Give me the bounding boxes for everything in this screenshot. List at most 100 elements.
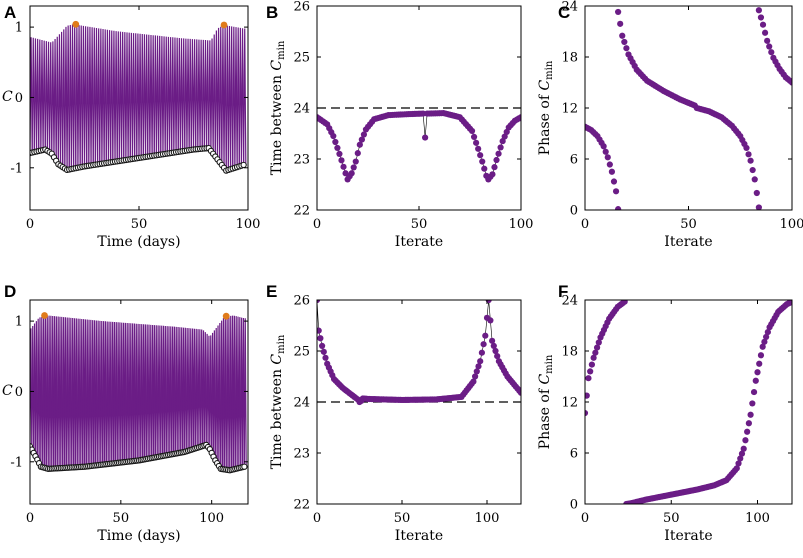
y-axis-label-subscript: min (544, 354, 555, 374)
x-tick-label: 100 (745, 511, 770, 526)
data-point (495, 150, 502, 157)
oscillation-cycle (205, 40, 210, 149)
oscillation-cycle (229, 26, 234, 170)
oscillation-cycle (51, 315, 55, 469)
oscillation-cycle (208, 40, 212, 151)
x-tick-label: 100 (199, 511, 224, 526)
oscillation-cycle (134, 33, 138, 159)
y-tick-label: 23 (293, 153, 310, 168)
x-tick-label: 50 (411, 217, 428, 232)
x-tick-label: 50 (394, 511, 411, 526)
plot-area (585, 7, 792, 210)
data-point (340, 163, 347, 170)
oscillation-cycle (62, 29, 66, 169)
oscillation-cycle (229, 315, 233, 471)
oscillation-cycle (151, 324, 155, 459)
data-point (517, 114, 521, 121)
oscillation-cycle (154, 325, 158, 458)
oscillation-cycle (62, 317, 66, 468)
oscillation-cycle (59, 31, 64, 168)
data-point (743, 144, 750, 152)
minimum-marker (241, 463, 248, 470)
oscillation-cycle (136, 33, 140, 159)
data-point (317, 300, 321, 304)
oscillation-cycle (88, 26, 92, 166)
oscillation-cycle (163, 325, 167, 456)
oscillation-cycle (140, 34, 144, 158)
minima-series (30, 441, 248, 474)
y-tick-label: 12 (561, 396, 578, 411)
y-tick-label: 18 (561, 345, 578, 360)
oscillation-cycle (65, 317, 69, 468)
data-point (768, 49, 775, 56)
oscillation-cycle (85, 319, 89, 467)
oscillation-cycle (129, 32, 134, 160)
data-point (477, 152, 484, 159)
oscillation-cycle (219, 26, 223, 165)
oscillation-cycle (198, 329, 202, 448)
data-point (494, 353, 501, 360)
oscillation-cycle (147, 324, 151, 459)
oscillation-cycle (36, 318, 40, 464)
data-point (621, 300, 628, 305)
x-axis-label: Iterate (664, 234, 712, 250)
oscillation-cycle (176, 327, 180, 454)
oscillation-cycle (49, 42, 53, 154)
x-tick-label: 100 (780, 217, 803, 232)
x-tick-label: 100 (509, 217, 534, 232)
y-axis-label-text: Phase of (537, 93, 553, 155)
oscillation-cycle (173, 37, 177, 153)
data-point (617, 20, 624, 27)
data-point (590, 354, 597, 361)
oscillation-cycle (201, 39, 205, 149)
data-point (757, 14, 765, 21)
oscillation-cycle (155, 35, 160, 156)
oscillation-cycle (58, 316, 62, 469)
data-point (490, 342, 497, 349)
data-point (756, 360, 763, 367)
data-point (742, 437, 749, 444)
data-point (338, 157, 345, 164)
data-point (482, 332, 489, 339)
oscillation-cycle (96, 28, 101, 165)
x-tick-label: 100 (236, 217, 261, 232)
data-point (745, 151, 752, 158)
connecting-line (317, 300, 521, 403)
y-tick-label: 25 (293, 51, 310, 66)
oscillation-cycle (38, 39, 42, 152)
data-point (475, 363, 482, 370)
oscillation-cycle (203, 40, 208, 149)
oscillation-cycle (145, 324, 149, 460)
oscillation-cycle (64, 26, 68, 170)
oscillation-cycle (109, 321, 113, 464)
oscillation-cycle (207, 335, 211, 450)
oscillation-cycle (102, 321, 106, 465)
oscillation-cycle (210, 38, 214, 154)
data-point (738, 450, 746, 457)
x-tick-label: 50 (663, 511, 680, 526)
data-point (491, 164, 498, 171)
data-point (497, 144, 504, 151)
oscillation-cycle (196, 329, 200, 448)
oscillation-cycle (179, 38, 184, 152)
oscillation-cycle (33, 323, 37, 457)
oscillation-cycle (31, 37, 35, 153)
oscillation-cycle (171, 326, 175, 455)
oscillation-cycle (203, 332, 207, 446)
oscillation-cycle (112, 30, 116, 163)
oscillation-cycle (107, 30, 112, 163)
oscillation-cycle (166, 36, 171, 154)
y-tick-label: 24 (293, 102, 310, 117)
oscillation-cycle (234, 316, 238, 469)
oscillation-cycle (175, 37, 179, 153)
y-axis-label: C (2, 89, 13, 105)
oscillation-cycle (143, 324, 147, 460)
oscillation-cycle (44, 41, 49, 151)
y-tick-label: 25 (293, 345, 310, 360)
oscillation-cycle (231, 315, 235, 470)
oscillation-cycle (127, 323, 131, 462)
data-point (336, 150, 343, 157)
data-point (472, 373, 479, 380)
data-point (479, 158, 486, 165)
y-axis-label-text: Time between (269, 75, 285, 175)
